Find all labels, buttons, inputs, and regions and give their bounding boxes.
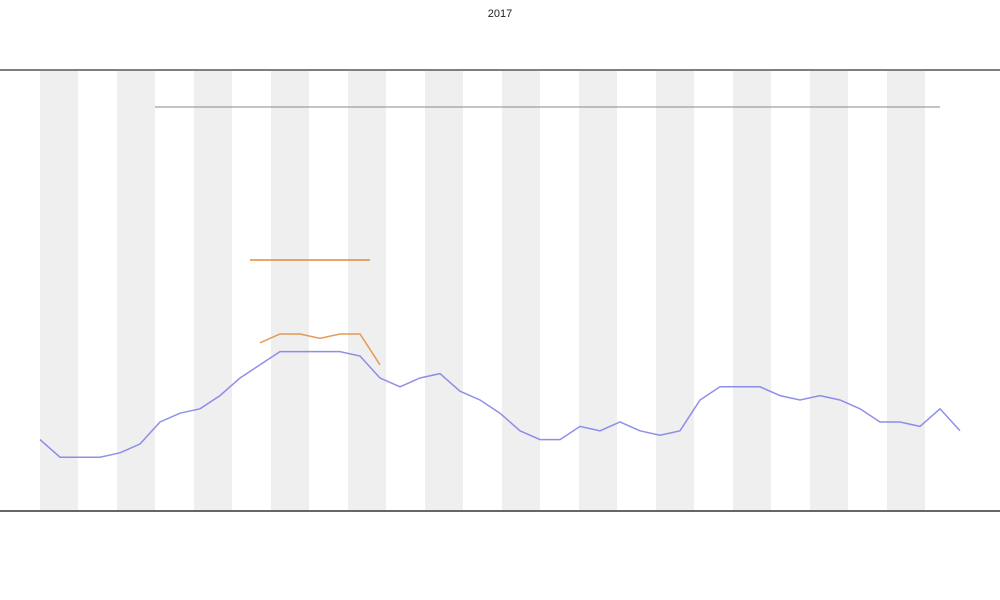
band [502, 71, 540, 510]
series-line [259, 333, 381, 366]
chart-title: 2017 [488, 8, 512, 20]
background-bands [40, 71, 925, 510]
band [117, 71, 155, 510]
band [810, 71, 848, 510]
band [348, 71, 386, 510]
band [40, 71, 78, 510]
band [194, 71, 232, 510]
band [656, 71, 694, 510]
series-line [39, 350, 961, 458]
band [733, 71, 771, 510]
band [887, 71, 925, 510]
band [425, 71, 463, 510]
band [579, 71, 617, 510]
band [271, 71, 309, 510]
